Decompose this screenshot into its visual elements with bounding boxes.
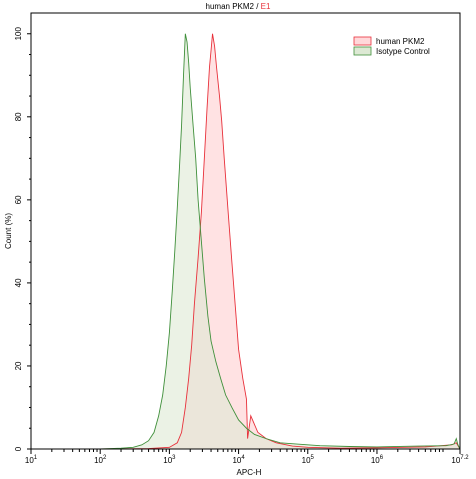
plot-frame bbox=[30, 12, 461, 450]
legend-label-isotype-control: Isotype Control bbox=[376, 47, 430, 56]
x-tick-label: 107.2 bbox=[451, 455, 469, 465]
chart-title-highlight: E1 bbox=[261, 2, 271, 11]
x-axis: 101 102 103 104 105 106 107.2 bbox=[25, 449, 469, 465]
legend: human PKM2 Isotype Control bbox=[353, 36, 430, 56]
y-axis-label: Count (%) bbox=[4, 213, 13, 249]
chart-title-prefix: human PKM2 / bbox=[206, 2, 261, 11]
series-line-human-pkm2 bbox=[31, 33, 461, 450]
legend-swatch-human-pkm2 bbox=[353, 36, 372, 46]
series-area-isotype-control bbox=[31, 33, 460, 449]
y-tick-label: 20 bbox=[14, 361, 23, 370]
chart-title: human PKM2 / E1 bbox=[206, 2, 271, 11]
y-tick-label: 80 bbox=[14, 112, 23, 121]
y-tick-label: 60 bbox=[14, 195, 23, 204]
x-tick-label: 101 bbox=[25, 455, 38, 465]
y-tick-label: 100 bbox=[14, 27, 23, 41]
series-area-human-pkm2 bbox=[31, 33, 460, 449]
y-tick-label: 0 bbox=[14, 446, 23, 451]
x-axis-label: APC-H bbox=[237, 468, 262, 477]
legend-label-human-pkm2: human PKM2 bbox=[376, 37, 425, 46]
legend-swatch-isotype-control bbox=[353, 46, 372, 56]
series-line-isotype-control bbox=[31, 33, 461, 450]
histogram-lines bbox=[31, 33, 461, 450]
x-tick-label: 103 bbox=[163, 455, 176, 465]
x-tick-label: 104 bbox=[232, 455, 245, 465]
x-tick-label: 106 bbox=[371, 455, 384, 465]
y-tick-label: 40 bbox=[14, 278, 23, 287]
x-tick-label: 102 bbox=[94, 455, 107, 465]
x-tick-label: 105 bbox=[302, 455, 315, 465]
histogram-areas bbox=[31, 33, 460, 449]
y-axis: 0 20 40 60 80 100 bbox=[14, 27, 31, 451]
